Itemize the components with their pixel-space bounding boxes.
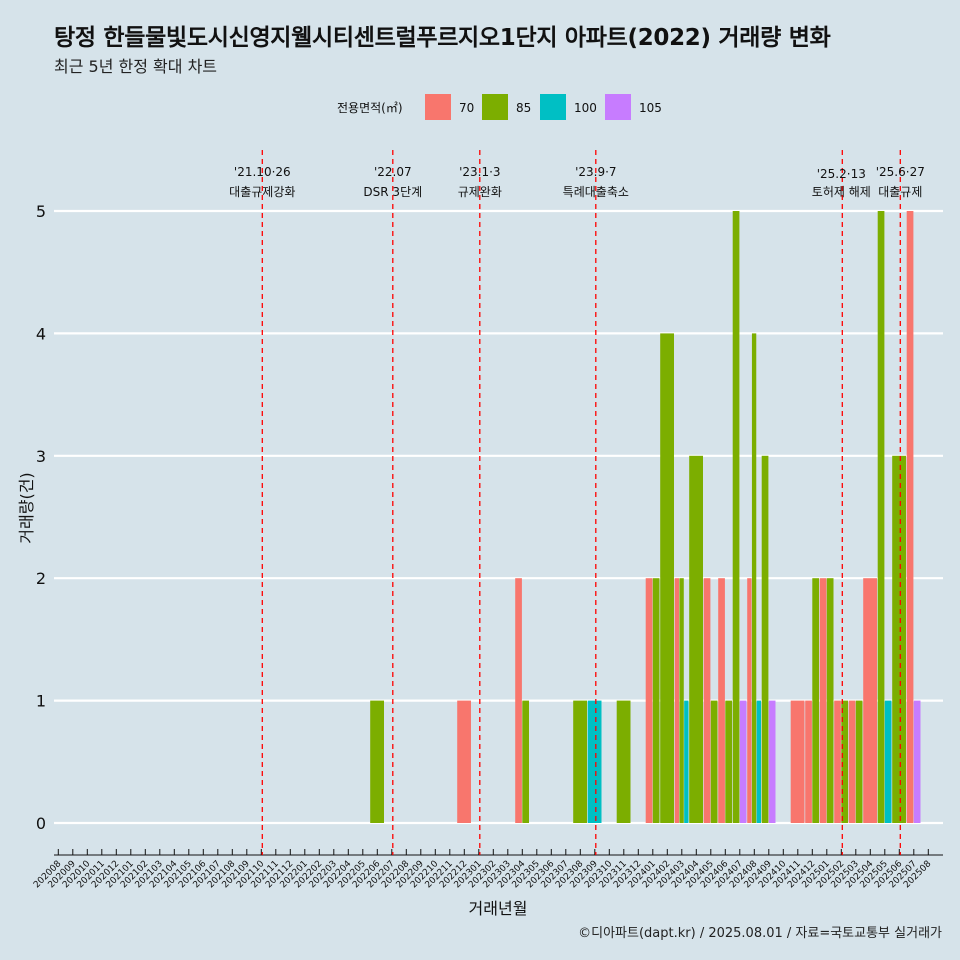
chart-subtitle: 최근 5년 한정 확대 차트 xyxy=(54,57,218,76)
event-date: '23.9·7 xyxy=(575,165,616,179)
legend-swatch-100 xyxy=(540,94,566,120)
event-date: '25.6·27 xyxy=(876,165,925,179)
bar-70 xyxy=(863,578,877,823)
bar-100 xyxy=(884,700,892,823)
bar-100 xyxy=(587,700,602,823)
chart-title: 탕정 한들물빛도시신영지웰시티센트럴푸르지오1단지 아파트(2022) 거래량 … xyxy=(54,25,831,51)
y-tick-label: 4 xyxy=(36,324,46,343)
bar-85 xyxy=(826,578,834,823)
y-tick-label: 3 xyxy=(36,447,46,466)
bar-85 xyxy=(652,578,660,823)
bar-100 xyxy=(756,700,761,823)
bar-70 xyxy=(906,211,914,823)
bar-105 xyxy=(768,700,776,823)
bar-70 xyxy=(457,700,471,823)
bar-85 xyxy=(679,578,684,823)
bar-70 xyxy=(645,578,653,823)
event-label: 특례대출축소 xyxy=(563,185,629,199)
y-tick-label: 0 xyxy=(36,814,46,833)
y-tick-label: 2 xyxy=(36,569,46,588)
bar-70 xyxy=(819,578,827,823)
event-date: '22.07 xyxy=(374,165,412,179)
bar-70 xyxy=(834,700,841,823)
bar-85 xyxy=(710,700,718,823)
bar-105 xyxy=(913,700,921,823)
bar-70 xyxy=(703,578,711,823)
bar-70 xyxy=(674,578,680,823)
event-date: '23.1·3 xyxy=(459,165,500,179)
bar-85 xyxy=(725,700,732,823)
x-axis-title: 거래년월 xyxy=(469,899,528,918)
event-label: 대출규제 xyxy=(878,185,922,199)
bar-85 xyxy=(573,700,587,823)
bar-70 xyxy=(790,700,805,823)
legend-label: 105 xyxy=(639,101,662,115)
event-date: '21.10·26 xyxy=(234,165,291,179)
bar-70 xyxy=(747,578,752,823)
bar-85 xyxy=(616,700,631,823)
event-label: DSR 3단계 xyxy=(363,185,422,199)
legend-swatch-105 xyxy=(605,94,631,120)
bar-85 xyxy=(660,333,674,823)
y-tick-label: 1 xyxy=(36,692,46,711)
bar-85 xyxy=(689,455,703,823)
bar-70 xyxy=(805,700,812,823)
bar-70 xyxy=(515,578,522,823)
bar-85 xyxy=(841,700,848,823)
legend-label: 85 xyxy=(516,101,531,115)
bar-85 xyxy=(855,700,863,823)
bar-85 xyxy=(522,700,529,823)
source-caption: ©디아파트(dapt.kr) / 2025.08.01 / 자료=국토교통부 실… xyxy=(578,926,942,941)
event-label: 토허제 해제 xyxy=(812,185,871,199)
y-tick-label: 5 xyxy=(36,202,46,221)
bar-100 xyxy=(684,700,689,823)
y-axis-title: 거래량(건) xyxy=(17,472,36,543)
bar-85 xyxy=(370,700,384,823)
legend-label: 70 xyxy=(459,101,474,115)
bar-85 xyxy=(751,333,757,823)
legend-swatch-70 xyxy=(425,94,451,120)
bar-85 xyxy=(812,578,819,823)
event-label: 규제완화 xyxy=(458,185,502,199)
event-date: '25.2·13 xyxy=(817,167,866,181)
event-label: 대출규제강화 xyxy=(229,185,295,199)
legend-label: 100 xyxy=(574,101,597,115)
bar-85 xyxy=(877,211,885,823)
bar-105 xyxy=(739,700,747,823)
legend-title: 전용면적(㎡) xyxy=(337,101,403,115)
bar-85 xyxy=(732,211,740,823)
bar-85 xyxy=(761,455,769,823)
bar-85 xyxy=(892,455,906,823)
bar-70 xyxy=(848,700,856,823)
legend-swatch-85 xyxy=(482,94,508,120)
bar-70 xyxy=(718,578,725,823)
